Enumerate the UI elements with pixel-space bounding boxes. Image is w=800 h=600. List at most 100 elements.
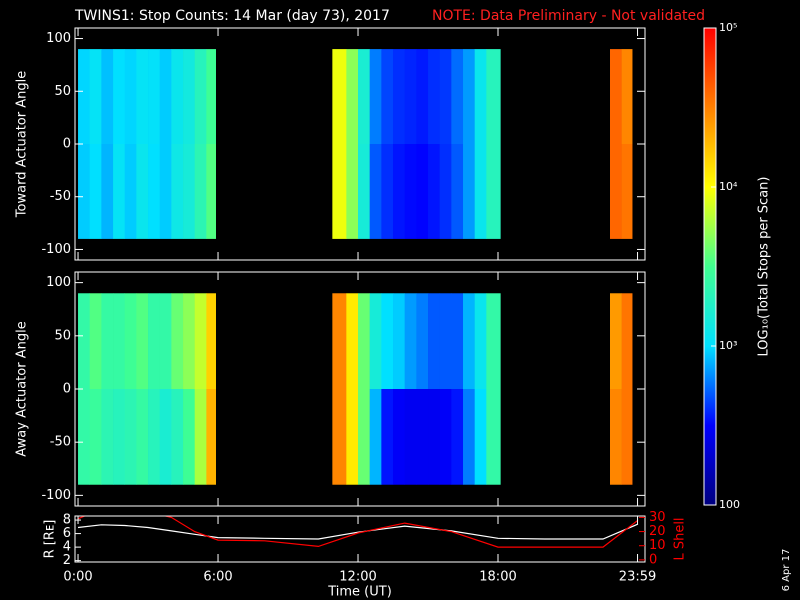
- heatmap-cell: [451, 293, 464, 389]
- heatmap-cell: [358, 144, 370, 239]
- heatmap-cell: [101, 49, 114, 144]
- heatmap-cell: [486, 293, 501, 389]
- heatmap-cell: [381, 293, 394, 389]
- plot-area: [77, 516, 639, 548]
- heatmap-cell: [332, 293, 347, 389]
- heatmap-cell: [171, 389, 184, 485]
- x-tick-label: 0:00: [63, 570, 92, 585]
- heatmap-cell: [439, 389, 452, 485]
- heatmap-cell: [474, 144, 487, 239]
- heatmap-cell: [183, 293, 195, 389]
- heatmap-cell: [610, 144, 622, 239]
- heatmap-cell: [148, 389, 160, 485]
- heatmap-cell: [78, 144, 90, 239]
- heatmap-cell: [113, 389, 125, 485]
- heatmap-cell: [451, 49, 464, 144]
- y2-tick-label: 30: [649, 510, 666, 525]
- heatmap-cell: [610, 49, 622, 144]
- y2-tick-label: 0: [649, 552, 657, 567]
- heatmap-cell: [159, 389, 172, 485]
- heatmap-cell: [393, 144, 405, 239]
- y2-axis-label: L Shell: [673, 517, 688, 560]
- heatmap-cell: [78, 389, 90, 485]
- heatmap-cell: [369, 144, 382, 239]
- heatmap-cell: [463, 49, 475, 144]
- heatmap-cell: [416, 144, 429, 239]
- heatmap-cell: [101, 144, 114, 239]
- heatmap-cell: [89, 389, 102, 485]
- y-tick-label: 50: [54, 84, 71, 99]
- heatmap-cell: [148, 49, 160, 144]
- heatmap-cell: [463, 144, 475, 239]
- heatmap-cell: [124, 293, 137, 389]
- heatmap-cell: [463, 389, 475, 485]
- heatmap-cell: [486, 389, 501, 485]
- heatmap-cell: [136, 144, 149, 239]
- y-tick-label: -100: [41, 242, 71, 257]
- date-stamp: 6 Apr 17: [781, 549, 792, 592]
- heatmap-cell: [136, 389, 149, 485]
- y-tick-label: -100: [41, 488, 71, 503]
- heatmap-cell: [416, 49, 429, 144]
- heatmap-cell: [439, 144, 452, 239]
- heatmap-cell: [78, 49, 90, 144]
- x-tick-label: 18:00: [479, 570, 516, 585]
- heatmap-cell: [358, 389, 370, 485]
- heatmap-cell: [474, 49, 487, 144]
- heatmap-cell: [451, 389, 464, 485]
- heatmap-cell: [358, 49, 370, 144]
- heatmap-cell: [194, 293, 207, 389]
- title: TWINS1: Stop Counts: 14 Mar (day 73), 20…: [74, 8, 390, 24]
- heatmap-cell: [159, 49, 172, 144]
- y-tick-label: -50: [50, 435, 71, 450]
- heatmap-cell: [183, 49, 195, 144]
- y-tick-label: -50: [50, 189, 71, 204]
- heatmap-cell: [171, 293, 184, 389]
- x-tick-label: 6:00: [203, 570, 232, 585]
- y-tick-label: 6: [63, 526, 71, 541]
- heatmap-cell: [381, 389, 394, 485]
- y-tick-label: 0: [63, 382, 71, 397]
- heatmap-cell: [78, 293, 90, 389]
- heatmap-cell: [439, 49, 452, 144]
- colorbar-tick-label: 10⁵: [719, 21, 737, 34]
- heatmap-cell: [148, 293, 160, 389]
- heatmap-cell: [404, 293, 417, 389]
- heatmap-cell: [621, 293, 633, 389]
- heatmap-cell: [610, 293, 622, 389]
- heatmap-cell: [113, 49, 125, 144]
- colorbar-tick-label: 10³: [719, 339, 737, 352]
- heatmap-cell: [428, 49, 440, 144]
- heatmap-cell: [89, 293, 102, 389]
- colorbar-tick-label: 10⁴: [719, 180, 738, 193]
- y2-tick-label: 20: [649, 524, 666, 539]
- heatmap-cell: [332, 389, 347, 485]
- heatmap-cell: [332, 49, 347, 144]
- heatmap-cell: [136, 49, 149, 144]
- heatmap-cell: [416, 389, 429, 485]
- y-tick-label: 100: [46, 275, 71, 290]
- note: NOTE: Data Preliminary - Not validated: [432, 8, 705, 24]
- heatmap-cell: [358, 293, 370, 389]
- heatmap-cell: [148, 144, 160, 239]
- line-series: [77, 516, 639, 548]
- heatmap-cell: [346, 389, 359, 485]
- heatmap-cell: [332, 144, 347, 239]
- heatmap-cell: [369, 293, 382, 389]
- heatmap-cell: [206, 49, 216, 144]
- y-tick-label: 2: [63, 553, 71, 568]
- heatmap-cell: [439, 293, 452, 389]
- heatmap-cell: [428, 293, 440, 389]
- heatmap-cell: [463, 293, 475, 389]
- heatmap-cell: [346, 144, 359, 239]
- heatmap-cell: [621, 389, 633, 485]
- colorbar: [703, 27, 717, 506]
- heatmap-cell: [124, 49, 137, 144]
- heatmap-cell: [381, 144, 394, 239]
- heatmap-cell: [346, 293, 359, 389]
- y-tick-label: 50: [54, 328, 71, 343]
- heatmap-cell: [183, 144, 195, 239]
- y-axis-label: Toward Actuator Angle: [15, 71, 30, 218]
- heatmap-cell: [621, 144, 633, 239]
- heatmap-cell: [451, 144, 464, 239]
